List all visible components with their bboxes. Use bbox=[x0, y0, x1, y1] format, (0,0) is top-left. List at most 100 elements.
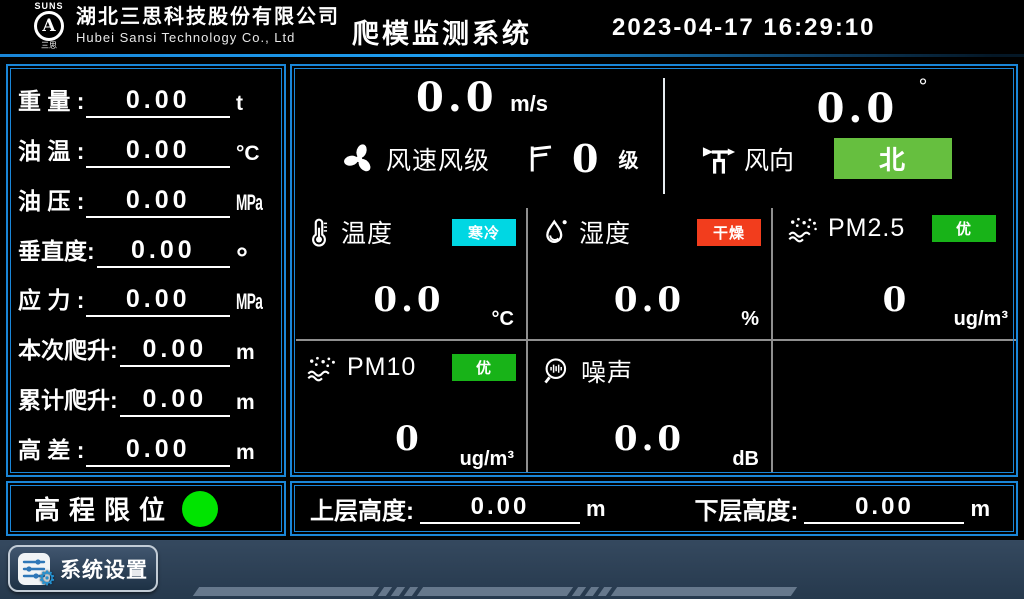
measurement-value: 0.00 bbox=[119, 383, 230, 418]
wind-level-flag-icon bbox=[530, 145, 552, 171]
measurement-unit: MPa bbox=[236, 289, 263, 315]
wind-speed-unit: m/s bbox=[510, 91, 548, 116]
lower-height-value: 0.00 bbox=[804, 492, 965, 524]
measurement-label: 油 温 : bbox=[18, 137, 85, 164]
lower-height-unit: m bbox=[970, 495, 990, 521]
measurement-label: 重 量 : bbox=[18, 88, 85, 114]
sensor-value: 0 bbox=[882, 280, 911, 320]
company-name-en: Hubei Sansi Technology Co., Ltd bbox=[76, 30, 296, 45]
sensor-header: PM10 优 bbox=[306, 353, 516, 382]
wind-speed-label-row: 风速风级 0 级 bbox=[340, 136, 638, 181]
sensor-name: PM10 bbox=[347, 353, 417, 381]
measurement-unit: t bbox=[236, 92, 243, 115]
sensor-value: 0.0 bbox=[613, 280, 686, 320]
company-name: 湖北三思科技股份有限公司 Hubei Sansi Technology Co.,… bbox=[76, 4, 340, 45]
upper-height-value: 0.00 bbox=[420, 492, 580, 524]
sensor-cell-noise: 噪声 0.0 dB bbox=[528, 341, 771, 479]
header-divider bbox=[0, 54, 1024, 57]
particles-icon bbox=[307, 356, 335, 381]
measurement-row-verticality: 垂直度: 0.00 ° bbox=[18, 224, 272, 275]
sensor-header: 湿度 干燥 bbox=[542, 214, 761, 250]
taskbar-decor-stripes bbox=[192, 587, 799, 596]
sensor-value: 0 bbox=[395, 419, 423, 459]
system-settings-button[interactable]: ⚙ 系统设置 bbox=[8, 545, 158, 592]
datetime-display: 2023-04-17 16:29:10 bbox=[612, 14, 876, 41]
noise-meter-icon bbox=[544, 358, 567, 384]
sensor-header: 噪声 bbox=[542, 353, 761, 389]
wind-speed-value: 0.0 m/s bbox=[352, 74, 612, 121]
status-badge: 优 bbox=[452, 354, 516, 381]
measurement-row-oil-pressure: 油 压 : 0.00 MPa bbox=[18, 174, 272, 220]
measurement-unit: m bbox=[236, 440, 255, 464]
elevation-limit-label: 高程限位 bbox=[34, 495, 175, 525]
particles-icon bbox=[788, 217, 817, 242]
wind-section: 0.0 m/s 风速风级 0 级 0.0 ° bbox=[292, 66, 1020, 202]
measurement-label: 应 力 : bbox=[18, 287, 85, 314]
measurement-unit: °C bbox=[236, 141, 260, 165]
sensor-header: PM2.5 优 bbox=[787, 214, 996, 243]
wind-direction-value: 0.0 ° bbox=[762, 74, 982, 132]
wind-direction-label-row: 风向 北 bbox=[700, 138, 953, 179]
measurement-label: 油 压 : bbox=[18, 187, 85, 214]
sensor-value: 0.0 bbox=[613, 419, 686, 459]
measurement-label: 垂直度: bbox=[18, 237, 95, 264]
measurement-value: 0.00 bbox=[86, 84, 230, 118]
measurement-row-current-climb: 本次爬升: 0.00 m bbox=[18, 323, 272, 369]
wind-level-value: 0 bbox=[572, 136, 599, 181]
wind-direction-number: 0.0 bbox=[816, 85, 899, 132]
sensor-unit: dB bbox=[732, 448, 759, 470]
sensor-name: 噪声 bbox=[581, 359, 634, 387]
sensor-name: PM2.5 bbox=[828, 214, 906, 242]
measurement-row-stress: 应 力 : 0.00 MPa bbox=[18, 273, 272, 319]
measurement-label: 高 差 : bbox=[18, 436, 85, 463]
measurement-value: 0.00 bbox=[86, 184, 230, 218]
wind-direction-button[interactable]: 北 bbox=[834, 138, 953, 179]
sensor-cell-humidity: 湿度 干燥 0.0 % bbox=[528, 202, 771, 339]
sensor-grid: 温度 寒冷 0.0 °C 湿度 干燥 0.0 % bbox=[292, 202, 1020, 479]
measurement-row-total-climb: 累计爬升: 0.00 m bbox=[18, 373, 272, 419]
measurement-unit: m bbox=[236, 341, 255, 365]
grid-divider-horizontal bbox=[296, 339, 1016, 341]
settings-button-label: 系统设置 bbox=[60, 558, 148, 582]
logo-suns-text: SUNS bbox=[34, 1, 64, 11]
measurement-label: 累计爬升: bbox=[18, 387, 118, 414]
measurement-value: 0.00 bbox=[86, 283, 230, 318]
status-badge: 干燥 bbox=[697, 218, 761, 246]
measurement-label: 本次爬升: bbox=[18, 337, 118, 364]
sensor-cell-temperature: 温度 寒冷 0.0 °C bbox=[292, 202, 526, 339]
status-badge: 寒冷 bbox=[452, 218, 516, 246]
sensor-unit: ug/m³ bbox=[459, 448, 514, 470]
sensor-name: 温度 bbox=[341, 220, 394, 248]
measurement-unit: ° bbox=[236, 241, 248, 275]
page-title: 爬模监测系统 bbox=[352, 19, 532, 49]
wind-direction-label: 风向 bbox=[744, 146, 795, 175]
measurement-row-oil-temp: 油 温 : 0.00 °C bbox=[18, 124, 272, 170]
sensor-header: 温度 寒冷 bbox=[306, 214, 516, 250]
sensor-unit: °C bbox=[491, 308, 514, 330]
header: SUNS A 三思 湖北三思科技股份有限公司 Hubei Sansi Techn… bbox=[0, 0, 1024, 54]
measurement-value: 0.00 bbox=[96, 234, 230, 268]
settings-sliders-icon: ⚙ bbox=[18, 552, 56, 590]
company-logo: SUNS A 三思 bbox=[26, 1, 72, 53]
upper-height-unit: m bbox=[586, 495, 606, 521]
wind-vane-icon bbox=[702, 146, 736, 174]
taskbar: ⚙ 系统设置 bbox=[0, 540, 1024, 599]
wind-level-unit: 级 bbox=[618, 150, 639, 172]
environment-panel: 0.0 m/s 风速风级 0 级 0.0 ° bbox=[290, 64, 1018, 477]
wind-section-divider bbox=[663, 78, 665, 194]
measurements-panel: 重 量 : 0.00 t 油 温 : 0.00 °C 油 压 : 0.00 MP… bbox=[6, 64, 286, 477]
measurement-row-weight: 重 量 : 0.00 t bbox=[18, 74, 272, 120]
droplet-icon bbox=[546, 219, 567, 243]
sensor-unit: % bbox=[741, 308, 759, 330]
sensor-cell-pm25: PM2.5 优 0 ug/m³ bbox=[773, 202, 1020, 339]
thermometer-icon bbox=[312, 218, 328, 247]
fan-icon bbox=[344, 143, 371, 171]
measurement-value: 0.00 bbox=[86, 433, 230, 467]
company-name-cn: 湖北三思科技股份有限公司 bbox=[76, 6, 340, 28]
measurement-unit: m bbox=[236, 391, 255, 415]
elevation-limit-panel: 高程限位 bbox=[6, 481, 286, 536]
elevation-limit-indicator bbox=[182, 490, 219, 527]
gear-icon: ⚙ bbox=[38, 567, 56, 590]
measurement-unit: MPa bbox=[236, 189, 263, 215]
sensor-value: 0.0 bbox=[373, 280, 445, 320]
